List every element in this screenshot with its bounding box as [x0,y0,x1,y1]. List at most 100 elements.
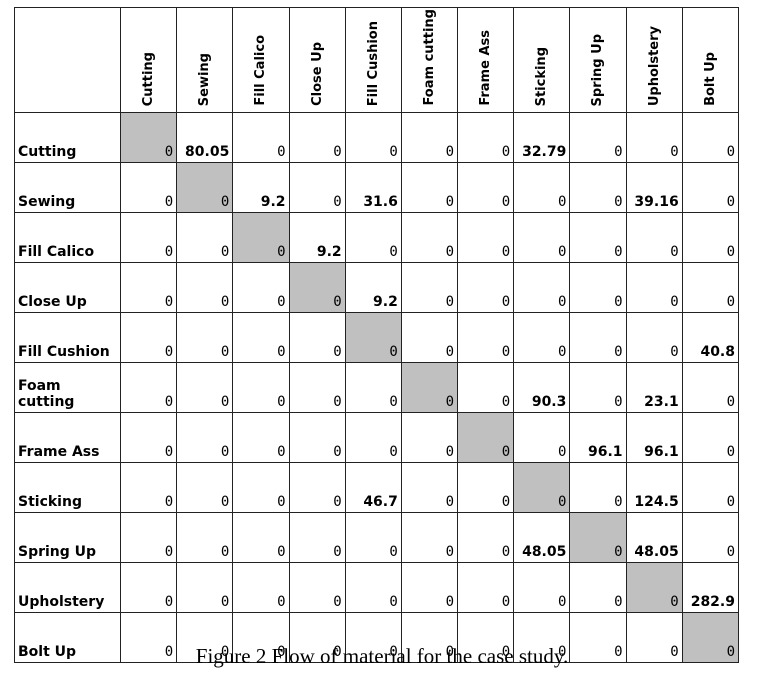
flow-cell: 0 [625,212,683,263]
flow-cell: 0 [681,412,740,463]
column-label: Upholstery [646,25,662,106]
flow-cell: 0 [176,162,234,213]
flow-cell: 48.05 [513,512,571,563]
column-label: Frame Ass [478,30,494,106]
column-header: Sticking [513,7,571,113]
flow-cell: 0 [457,512,515,563]
flow-cell: 0 [176,512,234,563]
flow-cell: 0 [569,312,627,363]
flow-cell: 9.2 [288,212,346,263]
flow-cell: 23.1 [625,362,683,413]
flow-cell: 0 [288,312,346,363]
flow-table: Cutting Sewing Fill Calico Close Up Fill Cus… [14,7,740,663]
flow-cell: 48.05 [625,512,683,563]
caption: Figure 2 Flow of material for the case s… [195,644,569,668]
table-row: Upholstery 0 0 0 0 0 0 0 0 0 0 282.9 [14,562,740,613]
flow-cell: 0 [400,562,459,613]
flow-cell: 0 [232,312,290,363]
column-label: Sewing [197,52,213,106]
column-label: Bolt Up [702,52,718,106]
flow-cell: 0 [176,362,234,413]
row-label: Bolt Up [14,612,121,663]
flow-cell: 0 [400,312,459,363]
column-header: Bolt Up [681,7,740,113]
flow-cell: 0 [625,112,683,163]
flow-cell: 0 [513,162,571,213]
table-row: Spring Up 0 0 0 0 0 0 0 48.05 0 48.05 0 [14,512,740,563]
flow-cell: 0 [457,262,515,313]
flow-cell: 0 [569,162,627,213]
flow-cell: 0 [569,112,627,163]
flow-cell: 0 [681,362,740,413]
flow-cell: 0 [232,112,290,163]
flow-cell: 0 [344,112,402,163]
flow-cell: 0 [232,412,290,463]
flow-cell: 0 [176,212,234,263]
flow-cell: 0 [288,512,346,563]
flow-cell: 0 [288,262,346,313]
flow-cell: 0 [400,162,459,213]
flow-cell: 0 [400,362,459,413]
flow-cell: 0 [119,312,178,363]
flow-cell: 0 [344,212,402,263]
flow-cell: 0 [119,412,178,463]
table-row: Fill Calico 0 0 0 9.2 0 0 0 0 0 0 0 [14,212,740,263]
flow-cell: 0 [513,412,571,463]
table-row: Close Up 0 0 0 0 9.2 0 0 0 0 0 0 [14,262,740,313]
flow-cell: 0 [681,612,740,663]
table-row: Sticking 0 0 0 0 46.7 0 0 0 0 124.5 0 [14,462,740,513]
flow-cell: 0 [513,262,571,313]
column-header: Frame Ass [457,7,515,113]
row-label: Frame Ass [14,412,121,463]
column-label: Sticking [534,46,550,106]
flow-cell: 96.1 [569,412,627,463]
flow-cell: 46.7 [344,462,402,513]
row-label: Close Up [14,262,121,313]
row-label: Sticking [14,462,121,513]
flow-cell: 96.1 [625,412,683,463]
flow-cell: 0 [119,362,178,413]
flow-cell: 0 [457,312,515,363]
flow-cell: 0 [232,212,290,263]
flow-cell: 80.05 [176,112,234,163]
flow-cell: 0 [569,362,627,413]
flow-cell: 32.79 [513,112,571,163]
row-label: Foam cutting [14,362,121,413]
row-label: Sewing [14,162,121,213]
table-row: Fill Cushion 0 0 0 0 0 0 0 0 0 0 40.8 [14,312,740,363]
flow-cell: 0 [344,512,402,563]
table-row: Frame Ass 0 0 0 0 0 0 0 0 96.1 96.1 0 [14,412,740,463]
flow-cell: 0 [569,212,627,263]
flow-cell: 0 [625,312,683,363]
column-header: Fill Calico [232,7,290,113]
flow-cell: 0 [569,462,627,513]
flow-cell: 0 [288,112,346,163]
row-label: Fill Cushion [14,312,121,363]
flow-cell: 0 [457,562,515,613]
column-header: Fill Cushion [344,7,402,113]
flow-cell: 0 [344,362,402,413]
flow-cell: 0 [400,112,459,163]
column-header: Upholstery [625,7,683,113]
flow-cell: 0 [344,412,402,463]
flow-cell: 0 [681,512,740,563]
flow-cell: 39.16 [625,162,683,213]
flow-cell: 0 [681,112,740,163]
flow-cell: 0 [457,112,515,163]
flow-cell: 0 [119,512,178,563]
flow-cell: 0 [288,462,346,513]
flow-cell: 0 [457,462,515,513]
flow-cell: 0 [344,312,402,363]
column-header: Close Up [288,7,346,113]
row-label: Cutting [14,112,121,163]
flow-cell: 40.8 [681,312,740,363]
flow-cell: 0 [119,112,178,163]
flow-cell: 0 [288,362,346,413]
flow-cell: 0 [513,212,571,263]
row-label: Fill Calico [14,212,121,263]
flow-cell: 0 [400,612,459,663]
flow-cell: 0 [569,562,627,613]
column-label: Foam cutting [421,9,437,106]
flow-cell: 0 [344,612,402,663]
